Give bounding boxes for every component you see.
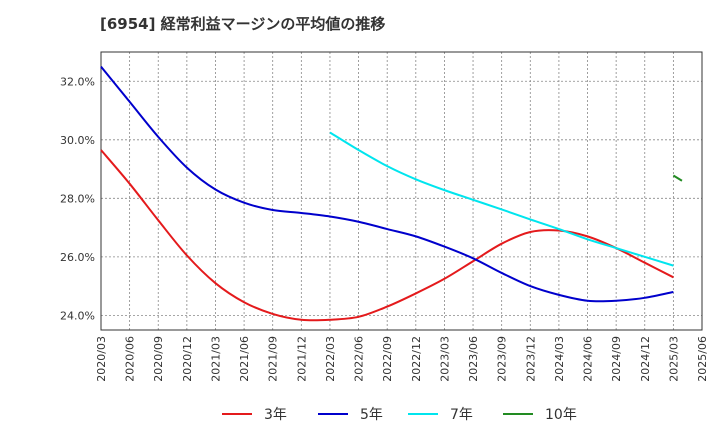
series-layer: [100, 65, 683, 322]
y-tick-label: 32.0%: [60, 75, 95, 88]
legend: 3年 5年 7年 10年: [222, 407, 577, 423]
series-line-5年: [100, 65, 674, 303]
legend-label: 7年: [450, 407, 473, 423]
x-tick-label: 2024/06: [582, 336, 595, 382]
x-tick-label: 2022/03: [324, 336, 337, 382]
x-tick-label: 2021/03: [209, 336, 222, 382]
x-tick-label: 2020/12: [181, 336, 194, 382]
grid: [101, 52, 702, 330]
x-tick-label: 2023/12: [524, 336, 537, 382]
x-tick-label: 2024/03: [553, 336, 566, 382]
x-tick-label: 2020/06: [124, 336, 137, 382]
x-tick-label: 2024/09: [610, 336, 623, 382]
series-line-7年: [329, 131, 674, 267]
x-tick-label: 2025/06: [696, 336, 709, 382]
y-tick-label: 28.0%: [60, 192, 95, 205]
x-tick-label: 2023/09: [496, 336, 509, 382]
y-tick-label: 30.0%: [60, 134, 95, 147]
x-tick-label: 2022/06: [353, 336, 366, 382]
y-tick-label: 24.0%: [60, 309, 95, 322]
plot-frame: [100, 51, 703, 331]
x-tick-label: 2021/06: [238, 336, 251, 382]
y-tick-label: 26.0%: [60, 251, 95, 264]
x-tick-label: 2020/09: [152, 336, 165, 382]
chart-title: [6954] 経常利益マージンの平均値の推移: [100, 15, 386, 33]
x-tick-label: 2021/12: [295, 336, 308, 382]
x-tick-label: 2023/03: [438, 336, 451, 382]
x-tick-label: 2023/06: [467, 336, 480, 382]
legend-label: 10年: [545, 407, 577, 423]
y-axis: 24.0% 26.0% 28.0% 30.0% 32.0%: [60, 75, 95, 322]
x-tick-label: 2022/09: [381, 336, 394, 382]
series-line-3年: [100, 149, 674, 322]
series-line-10年: [672, 174, 683, 182]
x-tick-label: 2025/03: [667, 336, 680, 382]
x-tick-label: 2020/03: [95, 336, 108, 382]
x-axis: 2020/03 2020/06 2020/09 2020/12 2021/03 2021/…: [95, 336, 709, 382]
legend-label: 3年: [264, 407, 287, 423]
legend-label: 5年: [360, 407, 383, 423]
x-tick-label: 2022/12: [410, 336, 423, 382]
x-tick-label: 2021/09: [267, 336, 280, 382]
x-tick-label: 2024/12: [639, 336, 652, 382]
